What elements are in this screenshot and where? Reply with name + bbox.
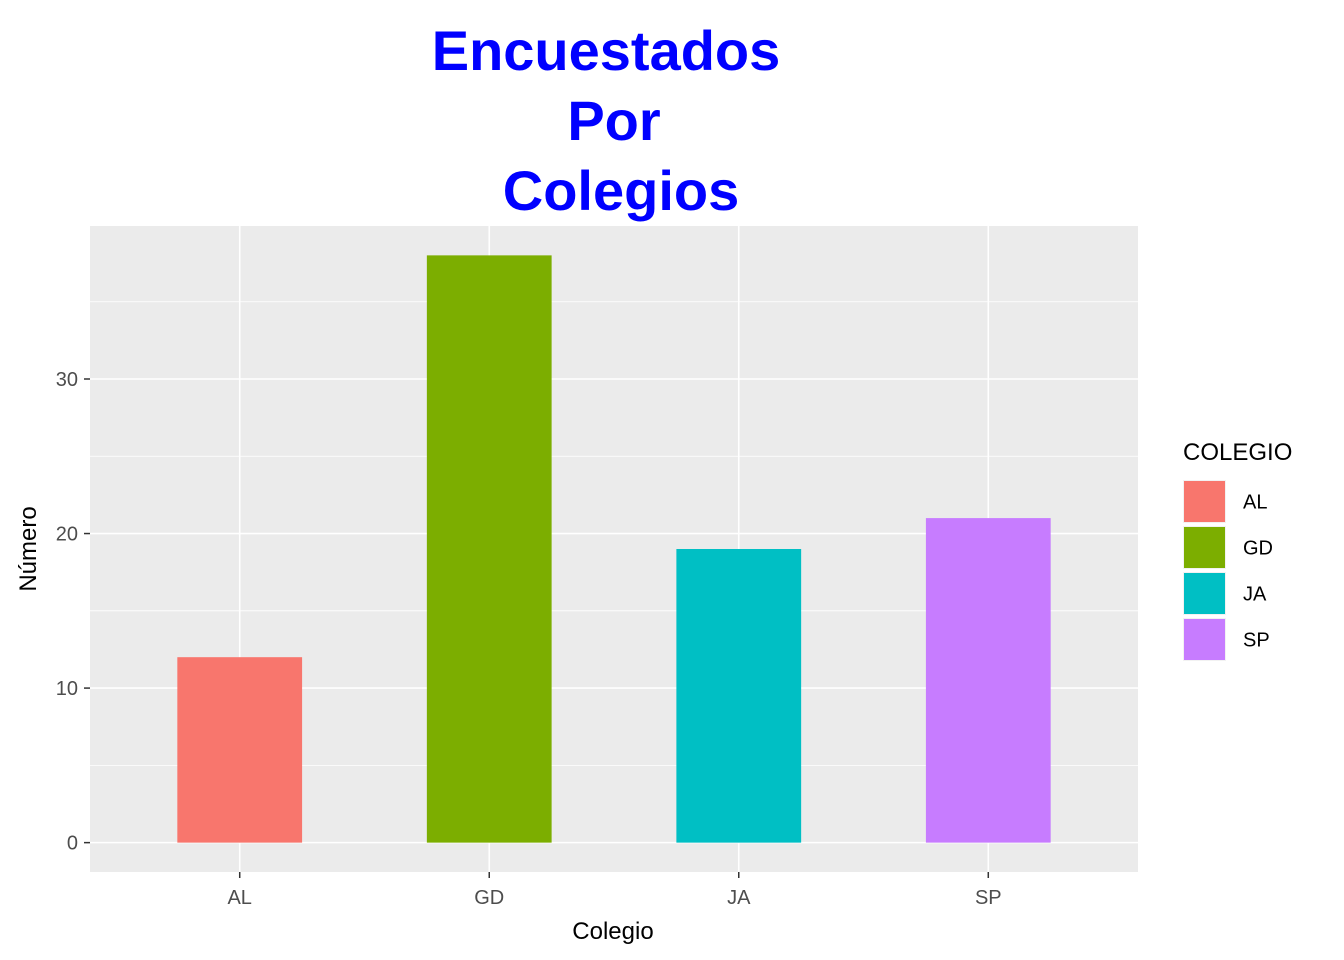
legend-label-al: AL [1243,492,1267,514]
legend-label-sp: SP [1243,630,1270,652]
y-axis: 0 10 20 30 [56,369,90,855]
bars [177,255,1051,843]
legend-swatch-al [1184,481,1225,522]
legend-label-gd: GD [1243,538,1273,560]
title-line-1: Encuestados [432,19,781,82]
title-line-2: Por [567,89,660,152]
y-axis-title: Número [15,506,42,591]
y-tick-label: 20 [56,524,78,546]
y-tick-label: 0 [67,833,78,855]
y-tick-label: 10 [56,678,78,700]
bar-ja [676,549,802,843]
legend-swatch-gd [1184,527,1225,568]
legend-label-ja: JA [1243,584,1267,606]
bar-gd [426,255,552,843]
x-tick-label: JA [727,887,751,909]
x-axis-title: Colegio [572,918,653,945]
legend: COLEGIO AL GD JA SP [1183,439,1292,661]
legend-swatch-ja [1184,573,1225,614]
legend-title: COLEGIO [1183,439,1292,466]
x-tick-label: AL [227,887,251,909]
x-axis: AL GD JA SP [227,872,1002,909]
y-tick-label: 30 [56,369,78,391]
bar-al [177,657,303,843]
chart-title: Encuestados Por Colegios [432,19,781,222]
legend-swatch-sp [1184,619,1225,660]
x-tick-label: SP [975,887,1002,909]
bar-sp [925,518,1051,843]
title-line-3: Colegios [503,159,739,222]
x-tick-label: GD [474,887,504,909]
